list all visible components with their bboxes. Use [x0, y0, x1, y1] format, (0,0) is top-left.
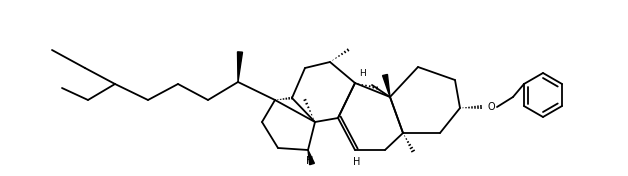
- Polygon shape: [308, 150, 315, 165]
- Text: O: O: [488, 102, 495, 112]
- Polygon shape: [382, 74, 390, 97]
- Text: H: H: [360, 70, 366, 78]
- Polygon shape: [237, 52, 242, 82]
- Text: H: H: [354, 157, 360, 167]
- Text: H: H: [306, 156, 314, 166]
